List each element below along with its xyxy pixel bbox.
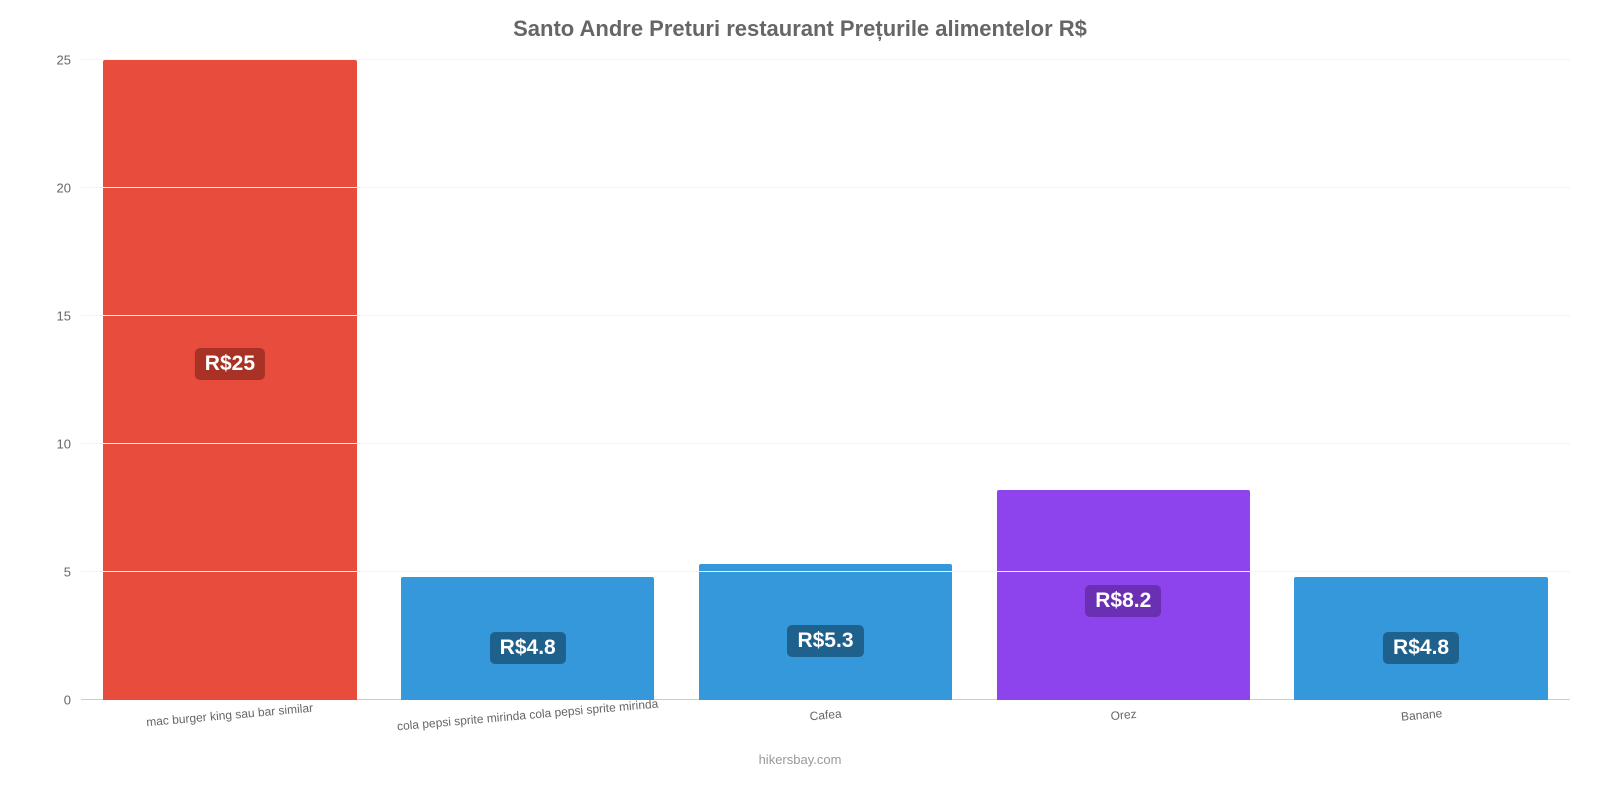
gridline	[81, 187, 1570, 188]
bar-slot: R$5.3	[677, 60, 975, 700]
bar: R$4.8	[401, 577, 654, 700]
x-tick-label: Banane	[1273, 695, 1571, 735]
x-axis-labels: mac burger king sau bar similarcola peps…	[80, 708, 1570, 722]
bars-group: R$25 R$4.8 R$5.3 R$8.2 R$4.8	[81, 60, 1570, 700]
x-tick-label: cola pepsi sprite mirinda cola pepsi spr…	[379, 695, 677, 735]
bar-value-badge: R$4.8	[1383, 632, 1459, 664]
y-tick-label: 25	[57, 53, 81, 68]
x-tick-label: Orez	[975, 695, 1273, 735]
bar-value-badge: R$4.8	[490, 632, 566, 664]
chart-caption: hikersbay.com	[0, 752, 1600, 767]
gridline	[81, 315, 1570, 316]
gridline	[81, 59, 1570, 60]
bar-value-badge: R$25	[195, 348, 265, 380]
chart-container: Santo Andre Preturi restaurant Prețurile…	[0, 0, 1600, 800]
bar-slot: R$4.8	[379, 60, 677, 700]
bar: R$5.3	[699, 564, 952, 700]
y-tick-label: 10	[57, 437, 81, 452]
gridline	[81, 571, 1570, 572]
bar: R$25	[103, 60, 356, 700]
y-tick-label: 0	[64, 693, 81, 708]
bar-slot: R$25	[81, 60, 379, 700]
y-tick-label: 5	[64, 565, 81, 580]
bar: R$8.2	[997, 490, 1250, 700]
bar-value-badge: R$8.2	[1085, 585, 1161, 617]
plot-area: R$25R$4.8R$5.3R$8.2R$4.8 0510152025	[80, 60, 1570, 700]
bar: R$4.8	[1294, 577, 1547, 700]
bar-slot: R$4.8	[1272, 60, 1570, 700]
gridline	[81, 443, 1570, 444]
x-tick-label: mac burger king sau bar similar	[81, 695, 379, 735]
chart-title: Santo Andre Preturi restaurant Prețurile…	[0, 16, 1600, 42]
bar-value-badge: R$5.3	[787, 625, 863, 657]
y-tick-label: 20	[57, 181, 81, 196]
bar-slot: R$8.2	[974, 60, 1272, 700]
y-tick-label: 15	[57, 309, 81, 324]
x-tick-label: Cafea	[677, 695, 975, 735]
